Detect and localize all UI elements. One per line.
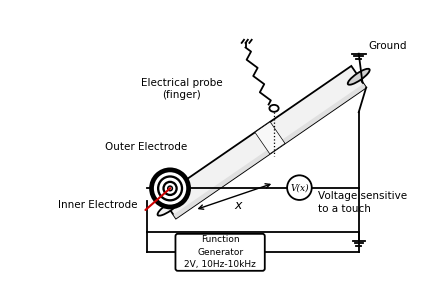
Circle shape [167, 185, 173, 192]
Text: Function
Generator
2V, 10Hz-10kHz: Function Generator 2V, 10Hz-10kHz [184, 235, 256, 269]
Polygon shape [173, 84, 366, 218]
Ellipse shape [269, 105, 279, 112]
Ellipse shape [158, 200, 179, 216]
Text: Voltage sensitive
to a touch: Voltage sensitive to a touch [318, 191, 407, 214]
Polygon shape [161, 66, 366, 218]
Circle shape [154, 172, 186, 205]
Text: Inner Electrode: Inner Electrode [58, 200, 138, 210]
Circle shape [159, 177, 181, 199]
Text: V(x): V(x) [290, 183, 309, 192]
Circle shape [162, 181, 178, 196]
Text: Outer Electrode: Outer Electrode [104, 142, 187, 152]
Circle shape [152, 170, 189, 207]
Circle shape [287, 175, 312, 200]
Text: x: x [235, 199, 242, 212]
Text: Electrical probe
(finger): Electrical probe (finger) [141, 78, 223, 100]
Circle shape [150, 168, 190, 208]
Circle shape [157, 175, 183, 201]
Ellipse shape [348, 69, 370, 85]
FancyBboxPatch shape [175, 234, 265, 271]
Text: Ground: Ground [369, 41, 407, 51]
Circle shape [169, 187, 172, 190]
Circle shape [169, 187, 171, 189]
Polygon shape [255, 122, 285, 154]
Circle shape [165, 183, 175, 194]
